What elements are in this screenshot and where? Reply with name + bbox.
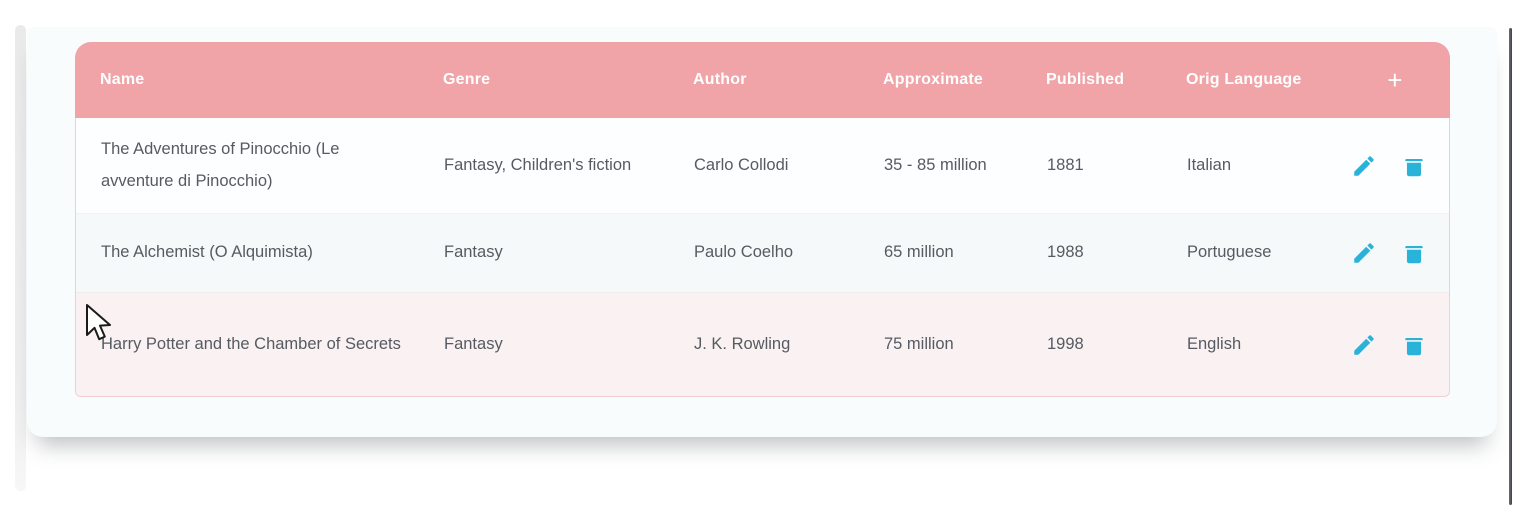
cell-published: 1998 (1047, 334, 1084, 353)
cell-genre: Fantasy (444, 334, 503, 353)
table-card: Name Genre Author Approximate Published … (27, 27, 1497, 437)
table-header-row: Name Genre Author Approximate Published … (75, 42, 1450, 118)
trash-icon[interactable] (1401, 240, 1427, 266)
table-row: The Adventures of Pinocchio (Le avventur… (76, 118, 1449, 213)
cell-genre: Fantasy, Children's fiction (444, 155, 632, 174)
cell-orig-language: Italian (1187, 155, 1232, 174)
cell-approximate: 75 million (884, 334, 954, 353)
cell-author: J. K. Rowling (694, 334, 791, 353)
header-actions-cell: + (1340, 65, 1450, 95)
left-edge-strip (15, 25, 26, 491)
cell-name: The Adventures of Pinocchio (Le avventur… (101, 140, 340, 190)
column-header-approximate: Approximate (883, 71, 983, 88)
trash-icon[interactable] (1401, 332, 1427, 358)
cell-name: Harry Potter and the Chamber of Secrets (101, 334, 401, 353)
cell-orig-language: Portuguese (1187, 243, 1272, 262)
column-header-orig-language: Orig Language (1186, 71, 1302, 88)
row-actions-cell (1339, 240, 1449, 266)
cell-author: Paulo Coelho (694, 243, 794, 262)
table-row: The Alchemist (O Alquimista) Fantasy Pau… (76, 213, 1449, 292)
column-header-name: Name (100, 71, 145, 88)
trash-icon[interactable] (1401, 153, 1427, 179)
edit-pencil-icon[interactable] (1351, 240, 1377, 266)
row-actions-cell (1339, 153, 1449, 179)
cell-published: 1881 (1047, 155, 1084, 174)
cell-approximate: 65 million (884, 243, 954, 262)
cell-orig-language: English (1187, 334, 1242, 353)
edit-pencil-icon[interactable] (1351, 332, 1377, 358)
column-header-author: Author (693, 71, 747, 88)
add-row-button[interactable]: + (1387, 65, 1403, 95)
column-header-published: Published (1046, 71, 1125, 88)
cell-approximate: 35 - 85 million (884, 155, 987, 174)
edit-pencil-icon[interactable] (1351, 153, 1377, 179)
cell-published: 1988 (1047, 243, 1084, 262)
cell-name: The Alchemist (O Alquimista) (101, 243, 313, 262)
cell-author: Carlo Collodi (694, 155, 789, 174)
column-header-genre: Genre (443, 71, 491, 88)
cell-genre: Fantasy (444, 243, 503, 262)
table-row: Harry Potter and the Chamber of Secrets … (76, 292, 1449, 396)
books-table: Name Genre Author Approximate Published … (75, 42, 1450, 397)
table-body: The Adventures of Pinocchio (Le avventur… (75, 118, 1450, 397)
row-actions-cell (1339, 332, 1449, 358)
window-edge-line (1509, 28, 1512, 505)
